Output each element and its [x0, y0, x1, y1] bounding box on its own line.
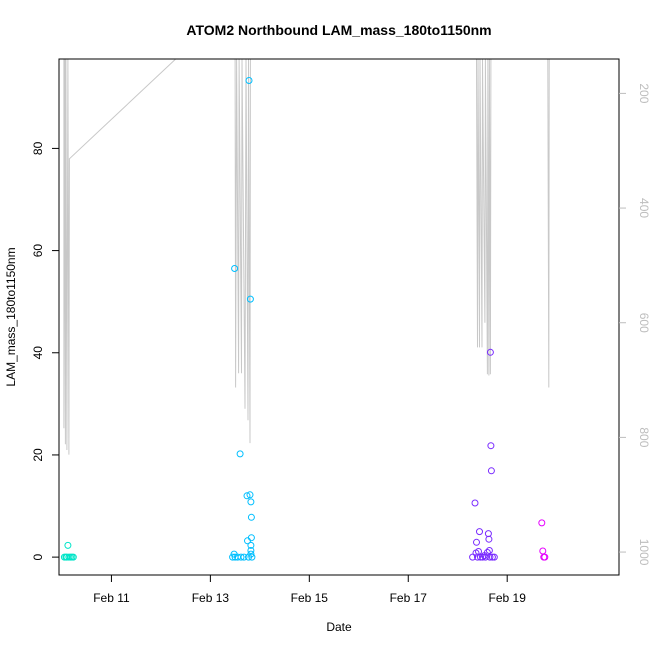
- y-tick-label: 0: [31, 553, 45, 560]
- data-point: [247, 498, 255, 506]
- data-point: [246, 491, 254, 499]
- data-point: [236, 450, 244, 458]
- data-point: [237, 553, 245, 561]
- data-point: [243, 492, 251, 500]
- data-point: [247, 541, 255, 549]
- y-tick-label: 60: [31, 244, 45, 258]
- y2-tick-label: 600: [637, 313, 650, 333]
- plot-frame: [58, 58, 620, 576]
- x-tick-label: Feb 19: [489, 591, 527, 605]
- data-point: [479, 553, 486, 561]
- data-point: [541, 553, 549, 561]
- data-point: [245, 553, 252, 561]
- x-tick-label: Feb 15: [291, 591, 329, 605]
- data-point: [247, 534, 255, 542]
- y-axis-label: LAM_mass_180to1150nm: [4, 247, 18, 386]
- x-tick-label: Feb 11: [93, 591, 130, 605]
- data-point: [538, 519, 546, 527]
- data-point: [248, 553, 256, 561]
- chart-title: ATOM2 Northbound LAM_mass_180to1150nm: [186, 22, 491, 38]
- data-point: [231, 265, 239, 272]
- data-point: [69, 553, 77, 561]
- data-point: [247, 547, 255, 554]
- data-point: [485, 547, 493, 554]
- y2-tick-label: 1000: [637, 539, 650, 566]
- y-tick-label: 40: [31, 346, 45, 360]
- y2-tick-label: 200: [637, 83, 650, 103]
- data-point: [64, 541, 72, 549]
- data-point: [471, 499, 479, 507]
- x-tick-label: Feb 13: [192, 591, 230, 605]
- data-point: [240, 553, 248, 561]
- data-point: [486, 553, 494, 561]
- y2-tick-label: 800: [637, 427, 650, 447]
- data-point: [469, 553, 477, 561]
- y-tick-label: 20: [31, 448, 45, 462]
- axes-layer: Feb 11 Feb 13 Feb 15 Feb 17 Feb 19 0 20 40 60 80 2…: [31, 58, 650, 605]
- data-point: [245, 77, 253, 84]
- data-point: [473, 538, 480, 546]
- data-point: [476, 528, 483, 536]
- x-tick-label: Feb 17: [390, 591, 428, 605]
- secondary-series-layer: [63, 59, 550, 455]
- secondary-series-line: [63, 59, 550, 455]
- data-point: [490, 553, 498, 561]
- points-layer: [60, 77, 549, 561]
- y2-tick-label: 400: [637, 198, 650, 218]
- data-point: [485, 535, 493, 543]
- data-point: [487, 442, 495, 450]
- y-tick-label: 80: [31, 141, 45, 155]
- data-point: [247, 513, 255, 521]
- data-point: [481, 553, 489, 561]
- data-point: [487, 467, 495, 475]
- data-point: [486, 348, 494, 356]
- data-point: [477, 553, 484, 561]
- data-point: [246, 295, 254, 303]
- x-axis-label: Date: [326, 620, 352, 634]
- data-point: [488, 553, 496, 561]
